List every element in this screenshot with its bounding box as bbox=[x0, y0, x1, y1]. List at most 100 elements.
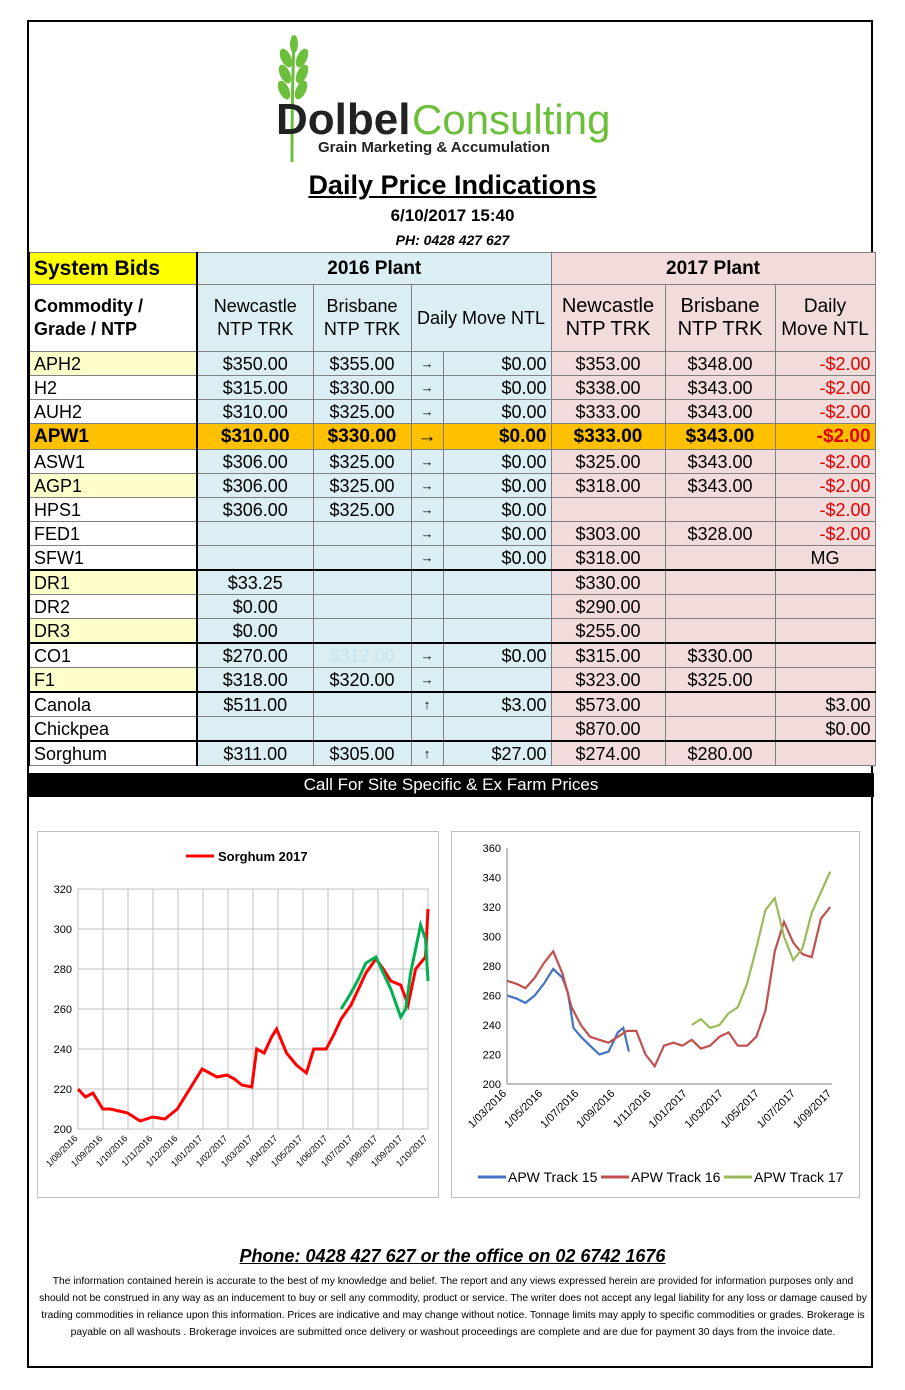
table-row: Sorghum $311.00 $305.00 ↑ $27.00 $274.00 $280.… bbox=[28, 740, 876, 766]
move-arrow-icon: → bbox=[410, 642, 444, 668]
table-row: AUH2 $310.00 $325.00 → $0.00 $333.00 $343.00 -$… bbox=[28, 399, 876, 424]
daily-move-2016-cell: $0.00 bbox=[442, 423, 552, 450]
brisbane-2017-cell: $343.00 bbox=[664, 473, 776, 498]
daily-move-2017-cell: -$2.00 bbox=[774, 449, 876, 474]
brisbane-2016-cell bbox=[312, 716, 412, 742]
y-tick-label: 300 bbox=[54, 924, 72, 936]
y-tick-label: 260 bbox=[54, 1004, 72, 1016]
newcastle-2017-cell: $573.00 bbox=[550, 691, 666, 717]
x-tick-label: 1/09/2017 bbox=[791, 1088, 834, 1131]
plant-2016-header: 2016 Plant bbox=[196, 252, 552, 285]
brisbane-2017-cell: $325.00 bbox=[664, 667, 776, 693]
x-tick-label: 1/01/2017 bbox=[647, 1088, 690, 1131]
table-row: CO1 $270.00 $312.00 → $0.00 $315.00 $330.00 bbox=[28, 642, 876, 668]
table-row: DR2 $0.00 $290.00 bbox=[28, 594, 876, 619]
grade-cell: DR3 bbox=[28, 618, 198, 644]
y-tick-label: 360 bbox=[483, 843, 501, 855]
sorghum-chart-svg: 2002202402602803003201/08/20161/09/20161… bbox=[44, 849, 430, 1169]
grade-cell: APW1 bbox=[28, 423, 198, 450]
wheat-icon bbox=[277, 35, 309, 163]
newcastle-2017-cell: $333.00 bbox=[550, 399, 666, 424]
daily-move-2016-cell bbox=[442, 716, 552, 742]
newcastle-2016-cell bbox=[196, 521, 314, 546]
daily-move-2017-cell: -$2.00 bbox=[774, 351, 876, 376]
brisbane-2017-header: Brisbane NTP TRK bbox=[664, 284, 776, 352]
grade-cell: Chickpea bbox=[28, 716, 198, 742]
brisbane-2017-cell: $348.00 bbox=[664, 351, 776, 376]
daily-move-2016-cell: $0.00 bbox=[442, 545, 552, 571]
header-phone: PH: 0428 427 627 bbox=[395, 232, 510, 248]
move-arrow-icon bbox=[410, 594, 444, 619]
newcastle-2016-cell: $0.00 bbox=[196, 618, 314, 644]
brisbane-2016-cell bbox=[312, 691, 412, 717]
daily-move-2016-cell: $0.00 bbox=[442, 497, 552, 522]
table-row: AGP1 $306.00 $325.00 → $0.00 $318.00 $343.00 -$… bbox=[28, 473, 876, 498]
grade-cell: DR1 bbox=[28, 569, 198, 595]
grade-cell: APH2 bbox=[28, 351, 198, 376]
sorghum-chart: 200 220 240 260 280 300 320 1/08/2016 1/09/2016 1… bbox=[37, 831, 439, 1198]
daily-move-2016-cell: $0.00 bbox=[442, 449, 552, 474]
y-tick-label: 240 bbox=[54, 1044, 72, 1056]
daily-move-2016-header: Daily Move NTL bbox=[410, 284, 552, 352]
y-tick-label: 300 bbox=[483, 932, 501, 944]
daily-move-2017-cell bbox=[774, 642, 876, 668]
daily-move-2017-header: Daily Move NTL bbox=[774, 284, 876, 352]
daily-move-2017-cell bbox=[774, 667, 876, 693]
newcastle-2016-cell: $306.00 bbox=[196, 473, 314, 498]
newcastle-2016-cell: $311.00 bbox=[196, 740, 314, 766]
newcastle-2017-cell: $338.00 bbox=[550, 375, 666, 400]
brisbane-2016-cell: $330.00 bbox=[312, 423, 412, 450]
legend-label: APW Track 17 bbox=[754, 1169, 844, 1185]
brisbane-2017-cell: $343.00 bbox=[664, 399, 776, 424]
newcastle-2017-cell: $315.00 bbox=[550, 642, 666, 668]
y-tick-label: 340 bbox=[483, 873, 501, 885]
legend-label: APW Track 16 bbox=[631, 1169, 721, 1185]
newcastle-2016-cell: $270.00 bbox=[196, 642, 314, 668]
move-arrow-icon: → bbox=[410, 473, 444, 498]
daily-move-2017-cell: -$2.00 bbox=[774, 399, 876, 424]
brisbane-2016-cell bbox=[312, 521, 412, 546]
newcastle-2016-cell: $350.00 bbox=[196, 351, 314, 376]
newcastle-2017-cell: $333.00 bbox=[550, 423, 666, 450]
newcastle-2017-header: Newcastle NTP TRK bbox=[550, 284, 666, 352]
daily-move-2017-cell: $3.00 bbox=[774, 691, 876, 717]
x-tick-label: 1/03/2016 bbox=[466, 1088, 509, 1131]
table-row: DR3 $0.00 $255.00 bbox=[28, 618, 876, 644]
brisbane-2016-cell: $305.00 bbox=[312, 740, 412, 766]
footer-phone: Phone: 0428 427 627 or the office on 02 … bbox=[239, 1246, 666, 1266]
series-line bbox=[506, 906, 832, 1069]
brisbane-2016-cell: $325.00 bbox=[312, 449, 412, 474]
newcastle-2016-cell: $306.00 bbox=[196, 497, 314, 522]
y-tick-label: 320 bbox=[483, 902, 501, 914]
daily-move-2016-cell: $0.00 bbox=[442, 351, 552, 376]
apw-track-chart-svg: 2002202402602803003203403601/03/20161/05… bbox=[466, 843, 844, 1185]
price-table: System Bids 2016 Plant 2017 Plant Commod… bbox=[28, 252, 876, 766]
newcastle-2016-cell: $511.00 bbox=[196, 691, 314, 717]
grade-cell: HPS1 bbox=[28, 497, 198, 522]
legend-label: APW Track 15 bbox=[508, 1169, 598, 1185]
move-arrow-icon: ↑ bbox=[410, 740, 444, 766]
brisbane-2017-cell: $343.00 bbox=[664, 423, 776, 450]
table-row: FED1 → $0.00 $303.00 $328.00 -$2.00 bbox=[28, 521, 876, 546]
grade-cell: CO1 bbox=[28, 642, 198, 668]
report-datetime: 6/10/2017 15:40 bbox=[390, 206, 515, 225]
grade-cell: H2 bbox=[28, 375, 198, 400]
newcastle-2017-cell: $303.00 bbox=[550, 521, 666, 546]
move-arrow-icon: → bbox=[410, 521, 444, 546]
table-row: SFW1 → $0.00 $318.00 MG bbox=[28, 545, 876, 571]
system-bids-label: System Bids bbox=[28, 252, 198, 285]
grade-cell: SFW1 bbox=[28, 545, 198, 571]
legend-label: Sorghum 2017 bbox=[218, 849, 308, 864]
move-arrow-icon: ↑ bbox=[410, 691, 444, 717]
grade-cell: FED1 bbox=[28, 521, 198, 546]
daily-move-2016-cell: $27.00 bbox=[442, 740, 552, 766]
apw-track-chart: 200 220 240 260 280 300 320 340 360 1/03/2016 1/05… bbox=[451, 831, 860, 1198]
y-tick-label: 200 bbox=[54, 1124, 72, 1136]
logo-word2: Consulting bbox=[412, 96, 610, 143]
brisbane-2016-cell: $325.00 bbox=[312, 473, 412, 498]
brisbane-2017-cell: $343.00 bbox=[664, 375, 776, 400]
daily-move-2017-cell bbox=[774, 594, 876, 619]
brisbane-2016-cell: $320.00 bbox=[312, 667, 412, 693]
brisbane-2017-cell: $328.00 bbox=[664, 521, 776, 546]
brisbane-2017-cell bbox=[664, 716, 776, 742]
